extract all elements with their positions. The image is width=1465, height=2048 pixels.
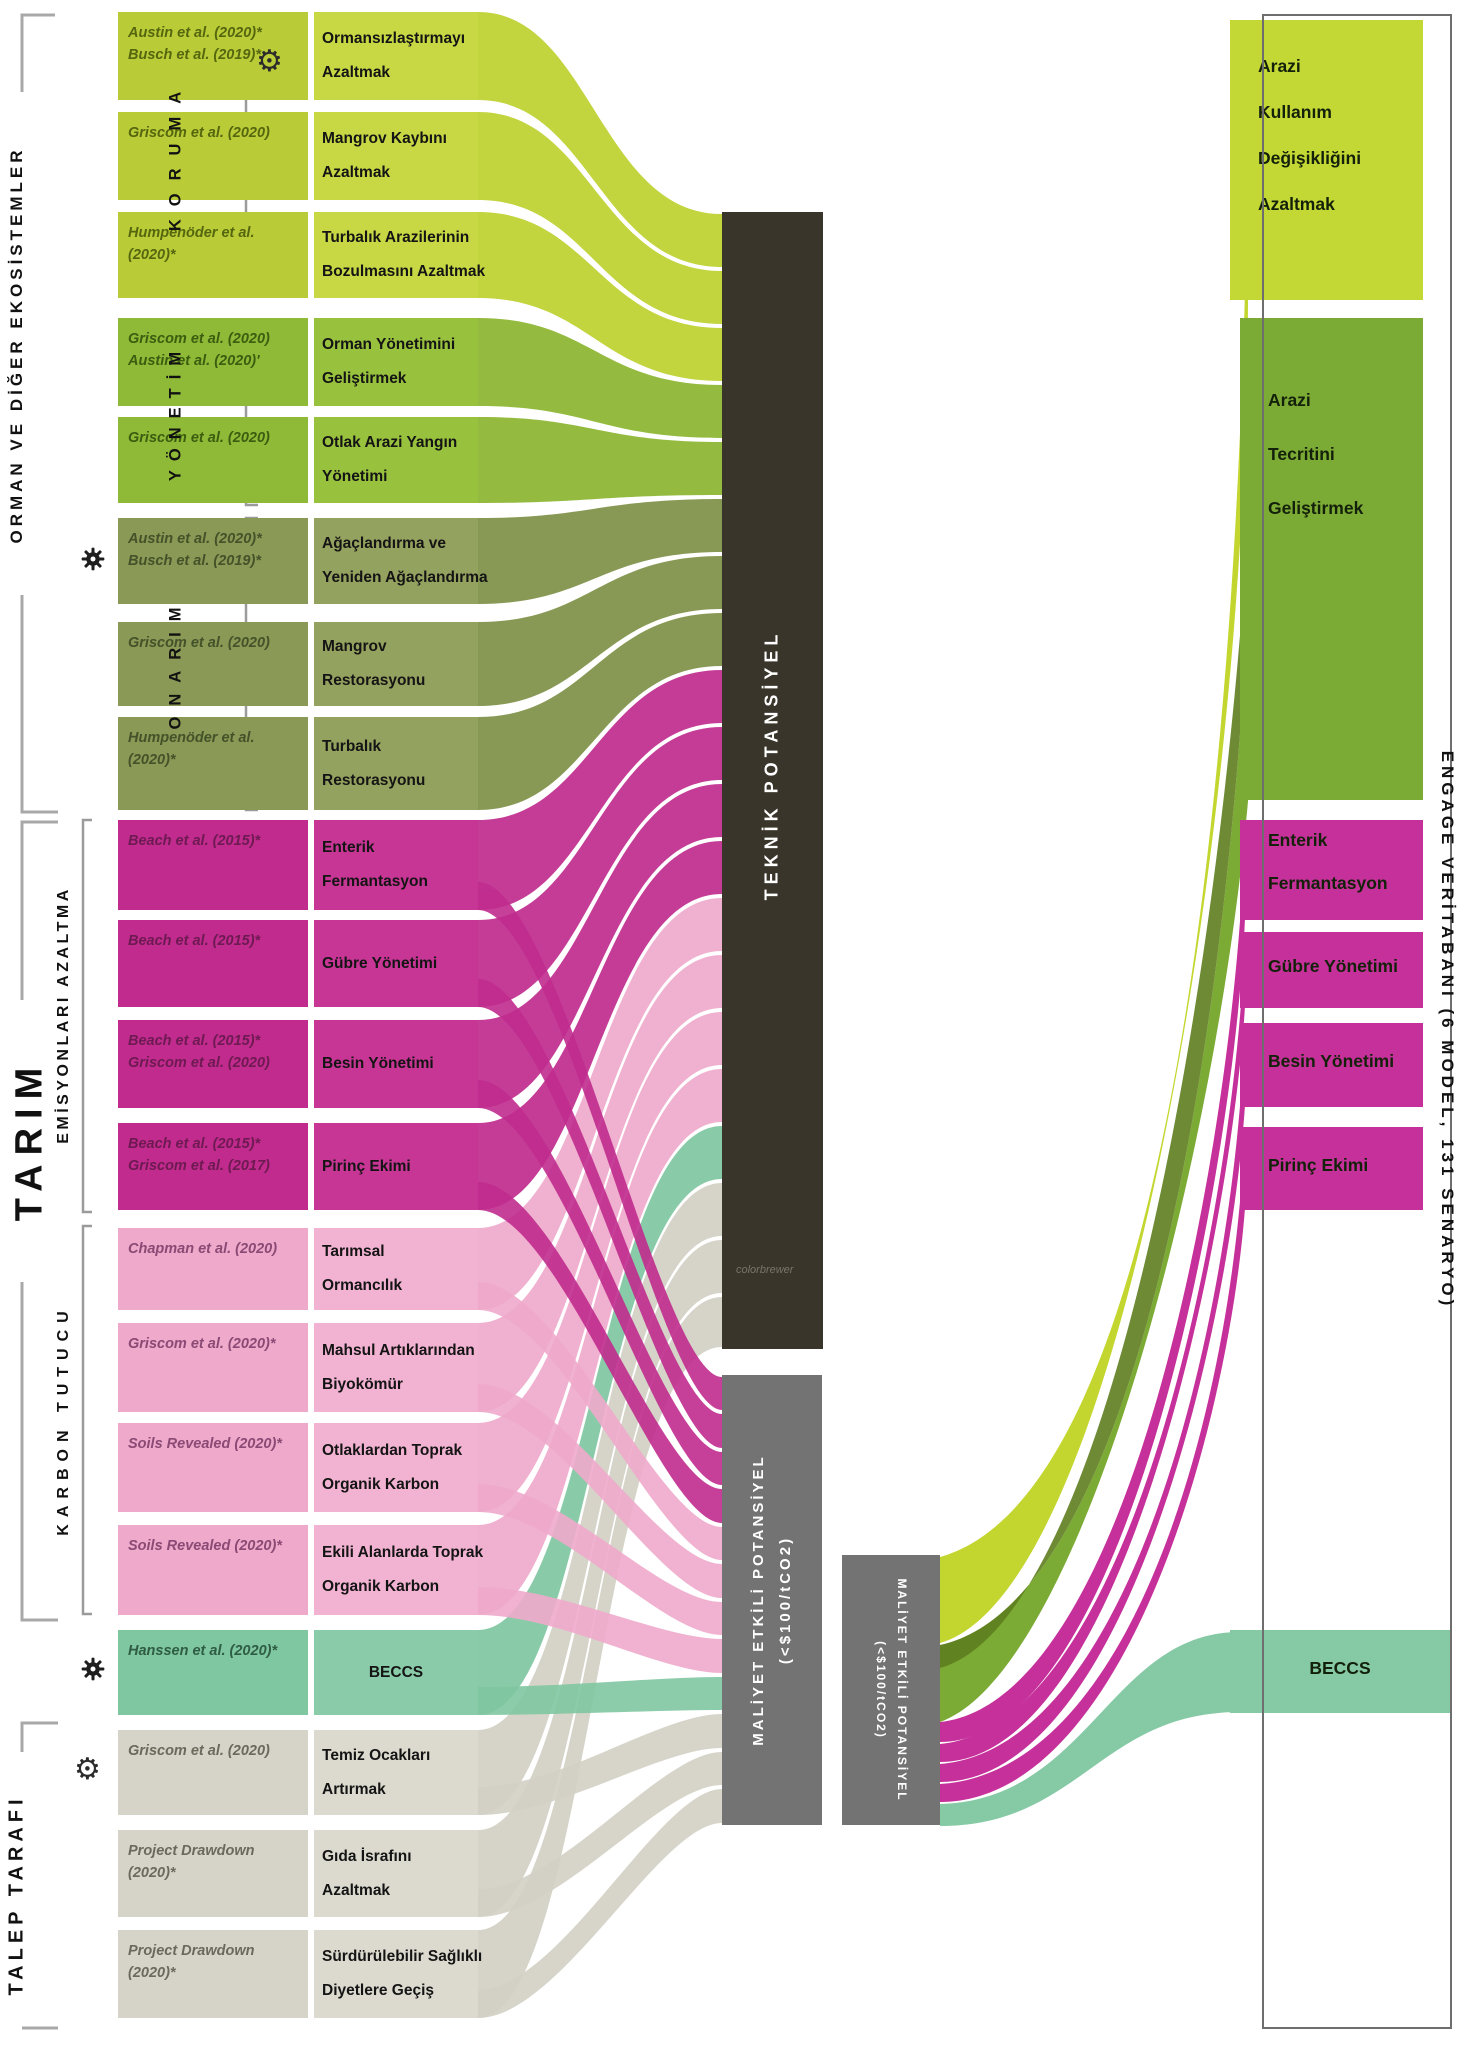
citation-cell: Beach et al. (2015)* [118,820,308,910]
source-row: Griscom et al. (2020) Austin et al. (2020… [0,318,478,406]
measure-label-cell: Gıda İsrafını Azaltmak [314,1830,478,1917]
engage-node-label: Pirinç Ekimi [1268,1155,1369,1175]
source-row: Griscom et al. (2020) Mangrov Restorasyonu [0,622,478,706]
measure-label-cell: Mangrov Kaybını Azaltmak [314,112,478,200]
cost-effective-bar-2: MALİYET ETKİLİ POTANSİYEL (<$100/tCO2) [842,1555,940,1825]
engage-node-label: Değişikliğini [1258,148,1362,168]
citation-cell: Griscom et al. (2020) [118,112,308,200]
engage-node-label: Enterik [1268,830,1328,850]
citation-cell: Chapman et al. (2020) [118,1228,308,1310]
citation-cell: Humpenöder et al. (2020)* [118,212,308,298]
source-row: Humpenöder et al. (2020)* Turbalık Arazil… [0,212,485,298]
measure-label-cell: Temiz Ocakları Artırmak [314,1730,478,1815]
citation-cell: Griscom et al. (2020) [118,417,308,503]
technical-potential-bar: TEKNİK POTANSİYEL colorbrewer [722,212,823,1349]
measure-label-cell: Otlaklardan Toprak Organik Karbon [314,1423,478,1512]
measure-label-cell: Pirinç Ekimi [314,1123,478,1210]
engage-node: Enterik Fermantasyon [1240,820,1423,920]
engage-node: Pirinç Ekimi [1240,1127,1423,1210]
measure-label-cell: Ormansızlaştırmayı Azaltmak [314,12,478,100]
citation-cell: Griscom et al. (2020) [118,1730,308,1815]
flows-to-engage [940,60,1256,1826]
flows-to-cost-bar [478,882,722,2018]
source-row: Project Drawdown (2020)* Sürdürülebilir S… [0,1930,482,2018]
gear-icon: ⚙ [256,45,283,78]
measure-label-cell: Enterik Fermantasyon [314,820,478,910]
source-row: Project Drawdown (2020)* Gıda İsrafını Aza… [0,1830,478,1917]
source-row: Griscom et al. (2020)* Mahsul Artıklarınd… [0,1323,478,1412]
source-row: Griscom et al. (2020) Mangrov Kaybını Azal… [0,112,478,200]
engage-node-label: Kullanım [1258,102,1332,122]
engage-node-label: Azaltmak [1258,194,1335,214]
citation-cell: Project Drawdown (2020)* [118,1830,308,1917]
engage-node: Gübre Yönetimi [1240,932,1423,1008]
measure-label-cell: Otlak Arazi Yangın Yönetimi [314,417,478,503]
source-row: Hanssen et al. (2020)* BECCS [0,1630,478,1715]
citation-cell: Soils Revealed (2020)* [118,1525,308,1615]
source-row: Chapman et al. (2020) Tarımsal Ormancılık [0,1228,478,1310]
citation-cell: Beach et al. (2015)* Griscom et al. (2020… [118,1020,308,1108]
measure-label-cell: Mangrov Restorasyonu [314,622,478,706]
citation-cell: Griscom et al. (2020) Austin et al. (2020… [118,318,308,406]
citation-cell: Griscom et al. (2020)* [118,1323,308,1412]
source-row: Beach et al. (2015)* Enterik Fermantasyon [0,820,478,910]
source-row: Griscom et al. (2020) Temiz Ocakları Artır… [0,1730,478,1815]
engage-node-label: BECCS [1309,1658,1371,1678]
citation-cell: Griscom et al. (2020) [118,622,308,706]
source-row: Beach et al. (2015)* Griscom et al. (2020… [0,1020,478,1108]
measure-label-cell: Tarımsal Ormancılık [314,1228,478,1310]
measure-label-cell: Ağaçlandırma ve Yeniden Ağaçlandırma [314,518,488,604]
engage-node: Arazi Kullanım Değişikliğini Azaltmak [1230,20,1423,300]
citation-cell: Soils Revealed (2020)* [118,1423,308,1512]
source-row: Soils Revealed (2020)* Ekili Alanlarda To… [0,1525,483,1615]
measure-label-cell: Turbalık Arazilerinin Bozulmasını Azaltma… [314,212,485,298]
engage-node-label: Fermantasyon [1268,873,1388,893]
measure-label-cell: Gübre Yönetimi [314,920,478,1007]
engage-node-label: Arazi [1258,56,1301,76]
source-row: Griscom et al. (2020) Otlak Arazi Yangın Y… [0,417,478,503]
citation-cell: Hanssen et al. (2020)* [118,1630,308,1715]
measure-label-cell: Mahsul Artıklarından Biyokömür [314,1323,478,1412]
gear-icon: ⚙ [74,1753,101,1786]
citation-cell: Project Drawdown (2020)* [118,1930,308,2018]
engage-node: Besin Yönetimi [1240,1023,1423,1107]
source-row: Austin et al. (2020)* Busch et al. (2019)… [0,518,488,604]
measure-label-cell: Ekili Alanlarda Toprak Organik Karbon [314,1525,483,1615]
source-row: Austin et al. (2020)* Busch et al. (2019)… [0,12,478,100]
measure-label-cell: BECCS [314,1630,478,1715]
watermark: colorbrewer [736,1264,794,1276]
engage-node: BECCS [1230,1630,1450,1713]
measure-label-cell: Sürdürülebilir Sağlıklı Diyetlere Geçiş [314,1930,482,2018]
engage-node-label: Besin Yönetimi [1268,1051,1395,1071]
measure-label-cell: Turbalık Restorasyonu [314,717,478,810]
citation-cell: Humpenöder et al. (2020)* [118,717,308,810]
citation-cell: Austin et al. (2020)* Busch et al. (2019)… [118,12,308,100]
source-row: Soils Revealed (2020)* Otlaklardan Toprak… [0,1423,478,1512]
citation-cell: Beach et al. (2015)* Griscom et al. (2017… [118,1123,308,1210]
gear-icon [80,546,106,577]
engage-node-label: Geliştirmek [1268,498,1364,518]
citation-cell: Austin et al. (2020)* Busch et al. (2019)… [118,518,308,604]
engage-node: Arazi Tecritini Geliştirmek [1240,318,1423,800]
source-row: Beach et al. (2015)* Gübre Yönetimi [0,920,478,1007]
measure-label-cell: Orman Yönetimini Geliştirmek [314,318,478,406]
cost-effective-bar: MALİYET ETKİLİ POTANSİYEL (<$100/tCO2) [722,1375,822,1825]
citation-cell: Beach et al. (2015)* [118,920,308,1007]
engage-node-label: Arazi [1268,390,1311,410]
group-brackets [20,13,58,2030]
source-row: Humpenöder et al. (2020)* Turbalık Restora… [0,717,478,810]
engage-node-label: Tecritini [1268,444,1335,464]
measure-label-cell: Besin Yönetimi [314,1020,478,1108]
gear-icon [80,1656,106,1687]
source-row: Beach et al. (2015)* Griscom et al. (2017… [0,1123,478,1210]
engage-node-label: Gübre Yönetimi [1268,956,1398,976]
